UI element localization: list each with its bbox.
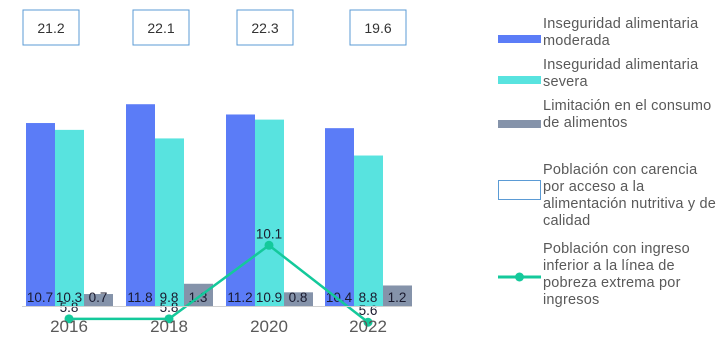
legend-swatch-pobreza bbox=[498, 271, 541, 283]
carencia-box-2018 bbox=[132, 9, 190, 46]
carencia-box-2016 bbox=[22, 9, 80, 46]
pobreza-label-2022: 5.6 bbox=[359, 303, 378, 318]
x-tick-label-2020: 2020 bbox=[250, 317, 288, 336]
carencia-label-2022: 19.6 bbox=[364, 20, 391, 36]
bar-label-severa-2022: 8.8 bbox=[359, 290, 378, 305]
bar-label-moderada-2016: 10.7 bbox=[27, 290, 53, 305]
carencia-box-2022 bbox=[349, 9, 407, 46]
bar-moderada-2020 bbox=[226, 114, 255, 306]
legend-label-carencia: Población con carencia por acceso a la a… bbox=[543, 162, 717, 229]
legend-item-pobreza: Población con ingreso inferior a la líne… bbox=[498, 241, 718, 311]
bar-moderada-2016 bbox=[26, 123, 55, 306]
legend-label-severa: Inseguridad alimentaria severa bbox=[543, 57, 699, 90]
bar-label-severa-2016: 10.3 bbox=[56, 290, 82, 305]
bar-moderada-2018 bbox=[126, 104, 155, 306]
bar-label-limitacion-2022: 1.2 bbox=[388, 290, 407, 305]
bar-limitacion-2016 bbox=[84, 294, 113, 306]
pobreza-point-2020 bbox=[264, 240, 274, 250]
pobreza-point-2018 bbox=[164, 314, 174, 324]
bar-severa-2016 bbox=[55, 129, 84, 306]
x-tick-label-2022: 2022 bbox=[349, 317, 387, 336]
pobreza-line bbox=[69, 243, 369, 324]
bar-moderada-2022 bbox=[325, 128, 354, 306]
bar-label-moderada-2020: 11.2 bbox=[227, 290, 252, 305]
bar-limitacion-2020 bbox=[284, 292, 313, 306]
carencia-box-2020 bbox=[236, 9, 294, 46]
legend-label-pobreza: Población con ingreso inferior a la líne… bbox=[543, 241, 690, 308]
pobreza-point-2022 bbox=[363, 317, 373, 327]
chart-legend: Inseguridad alimentaria moderada Insegur… bbox=[498, 16, 718, 311]
legend-swatch-limitacion bbox=[498, 120, 541, 128]
legend-item-severa: Inseguridad alimentaria severa bbox=[498, 57, 718, 93]
legend-label-limitacion: Limitación en el consumo de alimentos bbox=[543, 98, 712, 131]
bar-label-severa-2018: 9.8 bbox=[160, 290, 179, 305]
carencia-label-2018: 22.1 bbox=[147, 20, 174, 36]
pobreza-point-2016 bbox=[64, 314, 74, 324]
bar-limitacion-2022 bbox=[383, 285, 412, 306]
bar-label-severa-2020: 10.9 bbox=[256, 290, 282, 305]
legend-swatch-severa bbox=[498, 76, 541, 84]
legend-item-carencia: Población con carencia por acceso a la a… bbox=[498, 162, 718, 232]
pobreza-label-2018: 5.8 bbox=[160, 300, 179, 315]
x-tick-label-2016: 2016 bbox=[50, 317, 88, 336]
legend-swatch-moderada bbox=[498, 35, 541, 43]
bar-label-limitacion-2016: 0.7 bbox=[89, 290, 108, 305]
bar-label-limitacion-2020: 0.8 bbox=[289, 290, 308, 305]
bar-label-moderada-2018: 11.8 bbox=[127, 290, 152, 305]
bar-limitacion-2018 bbox=[184, 283, 213, 306]
carencia-label-2016: 21.2 bbox=[37, 20, 64, 36]
pobreza-label-2016: 5.8 bbox=[60, 300, 79, 315]
bar-severa-2020 bbox=[255, 119, 284, 306]
bar-severa-2022 bbox=[354, 155, 383, 306]
carencia-label-2020: 22.3 bbox=[251, 20, 278, 36]
x-tick-label-2018: 2018 bbox=[150, 317, 188, 336]
pobreza-label-2020: 10.1 bbox=[256, 226, 282, 241]
legend-item-moderada: Inseguridad alimentaria moderada bbox=[498, 16, 718, 52]
bar-severa-2018 bbox=[155, 138, 184, 306]
legend-item-limitacion: Limitación en el consumo de alimentos bbox=[498, 98, 718, 150]
legend-swatch-carencia bbox=[498, 180, 541, 200]
legend-label-moderada: Inseguridad alimentaria moderada bbox=[543, 16, 699, 49]
